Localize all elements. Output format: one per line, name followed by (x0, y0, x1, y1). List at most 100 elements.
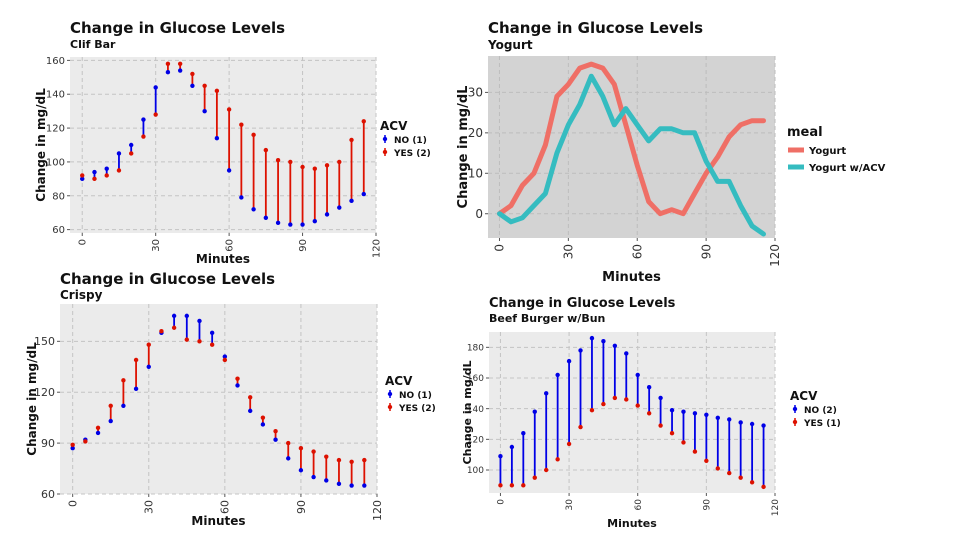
x-axis-title: Minutes (196, 252, 250, 266)
point-series-1 (298, 468, 304, 473)
point-series-1 (202, 108, 207, 114)
y-tick-label: 150 (34, 335, 55, 348)
point-series-2 (288, 159, 293, 165)
point-series-2 (275, 158, 281, 163)
point-series-2 (349, 137, 354, 143)
plot-panel (70, 57, 376, 233)
point-series-1 (336, 481, 342, 487)
y-tick-label: 90 (41, 437, 55, 450)
legend-swatch-point (382, 149, 388, 155)
point-series-2 (92, 176, 97, 182)
x-tick-label: 90 (298, 239, 309, 252)
legend-label: YES (2) (398, 404, 436, 414)
point-series-2 (70, 442, 75, 448)
series-line-yogurt (497, 61, 766, 217)
legend-label: Yogurt w/ACV (808, 163, 886, 174)
point-series-2 (311, 449, 316, 454)
x-tick-label: 0 (67, 500, 80, 507)
x-tick-label: 30 (151, 239, 162, 252)
point-series-2 (177, 61, 183, 66)
point-series-2 (184, 337, 189, 342)
point-series-2 (738, 475, 743, 480)
point-series-2 (498, 483, 503, 488)
point-series-1 (92, 169, 97, 175)
point-series-2 (95, 425, 101, 431)
legend-title: ACV (380, 119, 408, 133)
y-axis-title: Change in mg/dL (34, 88, 48, 202)
y-tick-label: 30 (468, 86, 483, 100)
point-series-1 (165, 70, 171, 75)
y-tick-label: 20 (468, 126, 483, 140)
point-series-2 (197, 339, 202, 344)
legend: ACV NO (2) YES (1) (790, 389, 841, 429)
point-series-1 (197, 318, 202, 324)
y-tick-label: 10 (468, 166, 483, 180)
point-series-2 (141, 134, 146, 139)
y-tick-label: 180 (467, 343, 484, 353)
plot-marks (498, 335, 766, 490)
point-series-1 (171, 313, 177, 319)
plot-marks (497, 61, 766, 237)
y-tick-label: 0 (475, 207, 483, 221)
chart-subtitle: Yogurt (487, 38, 533, 52)
point-series-1 (738, 420, 743, 425)
point-series-1 (116, 151, 122, 156)
point-series-1 (566, 358, 572, 364)
chart-subtitle: Crispy (60, 288, 103, 302)
y-tick-label: 120 (467, 435, 484, 445)
point-series-2 (298, 445, 304, 451)
x-tick-label: 60 (630, 244, 644, 259)
y-axis-title: Change in mg/dL (461, 361, 474, 465)
point-series-2 (692, 449, 698, 454)
point-series-2 (312, 166, 317, 171)
point-series-2 (646, 411, 652, 416)
point-series-2 (273, 429, 278, 434)
x-tick-label: 90 (699, 244, 713, 259)
point-series-1 (669, 408, 675, 413)
point-series-1 (121, 403, 126, 408)
point-series-2 (715, 466, 720, 471)
point-series-1 (260, 422, 266, 427)
point-series-1 (104, 166, 109, 171)
point-series-1 (544, 391, 549, 396)
y-tick-label: 60 (52, 225, 65, 236)
point-series-2 (761, 484, 766, 490)
point-series-2 (159, 328, 164, 334)
point-series-2 (521, 483, 526, 488)
point-series-2 (324, 163, 330, 168)
point-series-2 (704, 458, 709, 463)
point-series-2 (239, 122, 244, 127)
y-tick-label: 80 (52, 191, 65, 202)
legend-swatch-point (792, 406, 798, 412)
plot-panel (489, 332, 775, 493)
point-series-2 (260, 415, 266, 420)
point-series-1 (624, 351, 629, 356)
point-series-1 (222, 354, 228, 359)
point-series-1 (692, 411, 698, 416)
point-series-2 (658, 423, 663, 428)
point-series-1 (209, 330, 215, 336)
point-series-2 (80, 173, 85, 178)
x-axis-title: Minutes (607, 517, 657, 530)
point-series-1 (286, 456, 291, 461)
legend-swatch-point (792, 419, 798, 425)
point-series-1 (239, 195, 244, 200)
x-tick-label: 120 (371, 500, 384, 521)
point-series-1 (108, 418, 113, 424)
point-series-2 (566, 441, 572, 447)
point-series-1 (70, 445, 75, 451)
x-tick-label: 120 (768, 244, 782, 267)
point-series-2 (681, 440, 686, 445)
legend-label: Yogurt (808, 146, 846, 157)
legend-label: NO (1) (399, 391, 432, 401)
point-series-2 (336, 457, 342, 463)
point-series-2 (589, 408, 595, 413)
point-series-1 (362, 483, 367, 488)
point-series-2 (362, 457, 367, 463)
x-tick-label: 60 (225, 239, 236, 252)
point-series-2 (300, 164, 305, 170)
